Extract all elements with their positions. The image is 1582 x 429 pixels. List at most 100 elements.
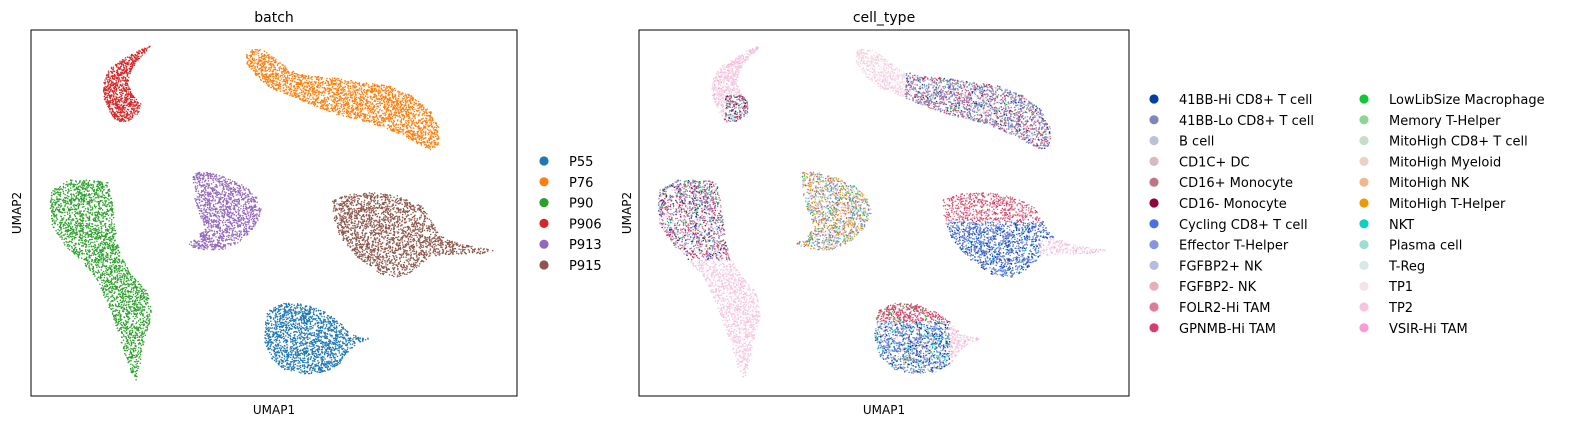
point-p90 [82,224,85,227]
point-p906 [110,66,113,69]
point-p906 [131,65,133,67]
point-p90 [120,301,122,304]
point-p76 [402,95,405,97]
point-p76 [411,99,414,101]
point-p76 [286,80,289,82]
point-p76 [380,85,383,87]
point-p76 [370,95,372,98]
point-p906 [133,99,135,101]
point-p90 [127,334,129,336]
point-p90 [108,283,111,286]
point-p76 [278,86,280,88]
point-p76 [251,53,254,55]
point-p76 [391,116,394,118]
point-p76 [402,101,405,104]
point-p76 [309,96,311,98]
point-p76 [327,107,329,109]
point-p76 [376,117,378,119]
point-p76 [345,112,348,114]
point-p90 [141,323,143,326]
point-p90 [111,227,114,229]
point-p76 [346,103,349,106]
point-p906 [128,56,130,59]
point-p76 [339,82,342,85]
point-p90 [88,203,90,206]
point-p76 [267,68,270,71]
point-p76 [288,86,290,89]
point-p76 [431,122,433,124]
point-p90 [53,219,55,221]
point-p76 [356,82,359,85]
point-p76 [324,102,326,104]
point-p90 [137,280,139,283]
point-p90 [91,193,93,195]
point-p76 [378,89,380,92]
point-p76 [407,103,410,106]
point-p76 [421,118,424,120]
point-p76 [425,117,427,119]
point-p90 [76,250,78,252]
point-p76 [376,122,378,125]
point-p90 [137,350,140,352]
point-p76 [429,111,431,114]
point-p90 [128,279,130,282]
point-p76 [334,88,337,90]
point-p76 [321,76,323,79]
point-p76 [297,83,299,86]
point-p90 [79,227,82,230]
point-p76 [387,108,390,111]
point-p76 [272,80,275,83]
point-p76 [284,76,287,79]
point-p76 [342,105,345,108]
point-p76 [312,92,314,95]
point-p76 [320,107,322,110]
point-p76 [351,104,353,106]
point-p76 [395,123,398,125]
point-p90 [75,217,77,219]
point-p90 [102,253,105,256]
point-p76 [379,102,381,104]
point-p76 [256,51,258,53]
point-p76 [418,125,420,128]
point-p76 [424,132,427,134]
point-p76 [342,97,344,99]
point-p90 [127,289,129,292]
point-p76 [362,113,365,115]
point-p76 [407,99,409,102]
point-p76 [298,79,301,81]
point-p76 [420,137,422,139]
point-p90 [138,312,141,314]
point-p76 [398,128,400,130]
point-p76 [427,147,430,149]
point-p76 [265,78,267,80]
point-p906 [109,107,111,110]
point-p76 [279,75,282,77]
point-p906 [118,111,120,114]
point-p90 [70,245,73,248]
point-p76 [303,89,305,91]
point-p906 [106,98,109,101]
point-p76 [359,100,361,102]
point-p76 [342,114,345,117]
point-p90 [131,287,133,289]
point-p76 [282,80,284,83]
point-p906 [115,98,118,100]
point-p90 [73,219,75,221]
point-p76 [257,54,260,57]
point-p76 [320,100,323,102]
point-p76 [383,118,386,121]
point-p90 [113,229,115,231]
point-p90 [91,212,94,214]
point-p76 [322,80,325,83]
point-p90 [106,228,109,230]
point-p906 [114,92,117,94]
point-p76 [268,58,270,60]
point-p76 [349,93,352,95]
point-p90 [146,311,148,314]
point-p90 [124,331,126,333]
point-p906 [108,94,110,96]
point-p76 [341,81,343,83]
point-p906 [113,92,115,95]
point-p76 [381,97,384,100]
point-p76 [306,83,309,85]
